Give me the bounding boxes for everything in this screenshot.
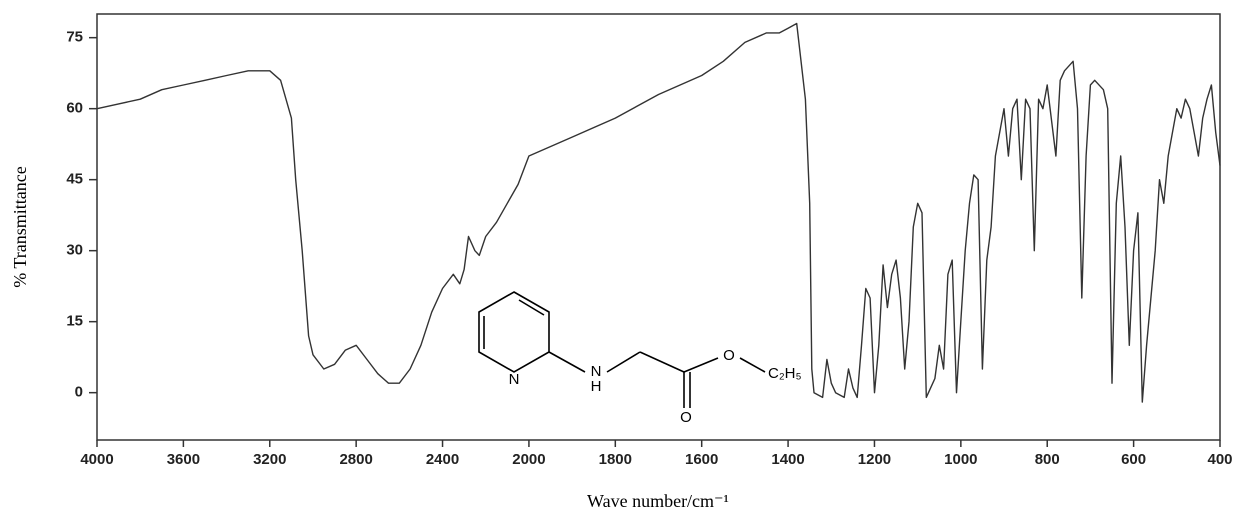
x-tick-label: 3600 bbox=[167, 451, 200, 468]
x-tick-label: 1200 bbox=[858, 451, 891, 468]
spectrum-line bbox=[96, 22, 1221, 403]
y-tick-label: 45 bbox=[66, 171, 83, 188]
y-tick-label: 30 bbox=[66, 242, 83, 259]
x-tick-label: 4000 bbox=[80, 451, 113, 468]
plot-frame bbox=[96, 13, 1221, 441]
y-tick-label: 60 bbox=[66, 100, 83, 117]
x-tick-label: 2800 bbox=[339, 451, 372, 468]
atom-label: O bbox=[680, 409, 692, 426]
molecule bbox=[478, 291, 766, 408]
y-tick-label: 15 bbox=[66, 313, 83, 330]
y-axis-label: % Transmittance bbox=[10, 166, 30, 288]
x-tick-label: 2000 bbox=[512, 451, 545, 468]
x-tick-label: 400 bbox=[1207, 451, 1232, 468]
x-tick-label: 1600 bbox=[685, 451, 718, 468]
y-tick-label: 0 bbox=[75, 384, 83, 401]
x-tick-label: 2400 bbox=[426, 451, 459, 468]
x-tick-label: 600 bbox=[1121, 451, 1146, 468]
y-tick-label: 75 bbox=[66, 29, 83, 46]
x-tick-label: 1400 bbox=[771, 451, 804, 468]
x-tick-label: 800 bbox=[1035, 451, 1060, 468]
atom-label: C₂H₅ bbox=[768, 365, 802, 382]
atom-label: N bbox=[509, 371, 520, 388]
atom-label: H bbox=[591, 378, 602, 395]
atom-label: O bbox=[723, 347, 735, 364]
x-tick-label: 3200 bbox=[253, 451, 286, 468]
x-tick-label: 1000 bbox=[944, 451, 977, 468]
atom-label: N bbox=[591, 363, 602, 380]
x-tick-label: 1800 bbox=[599, 451, 632, 468]
x-axis-label: Wave number/cm⁻¹ bbox=[587, 491, 729, 511]
